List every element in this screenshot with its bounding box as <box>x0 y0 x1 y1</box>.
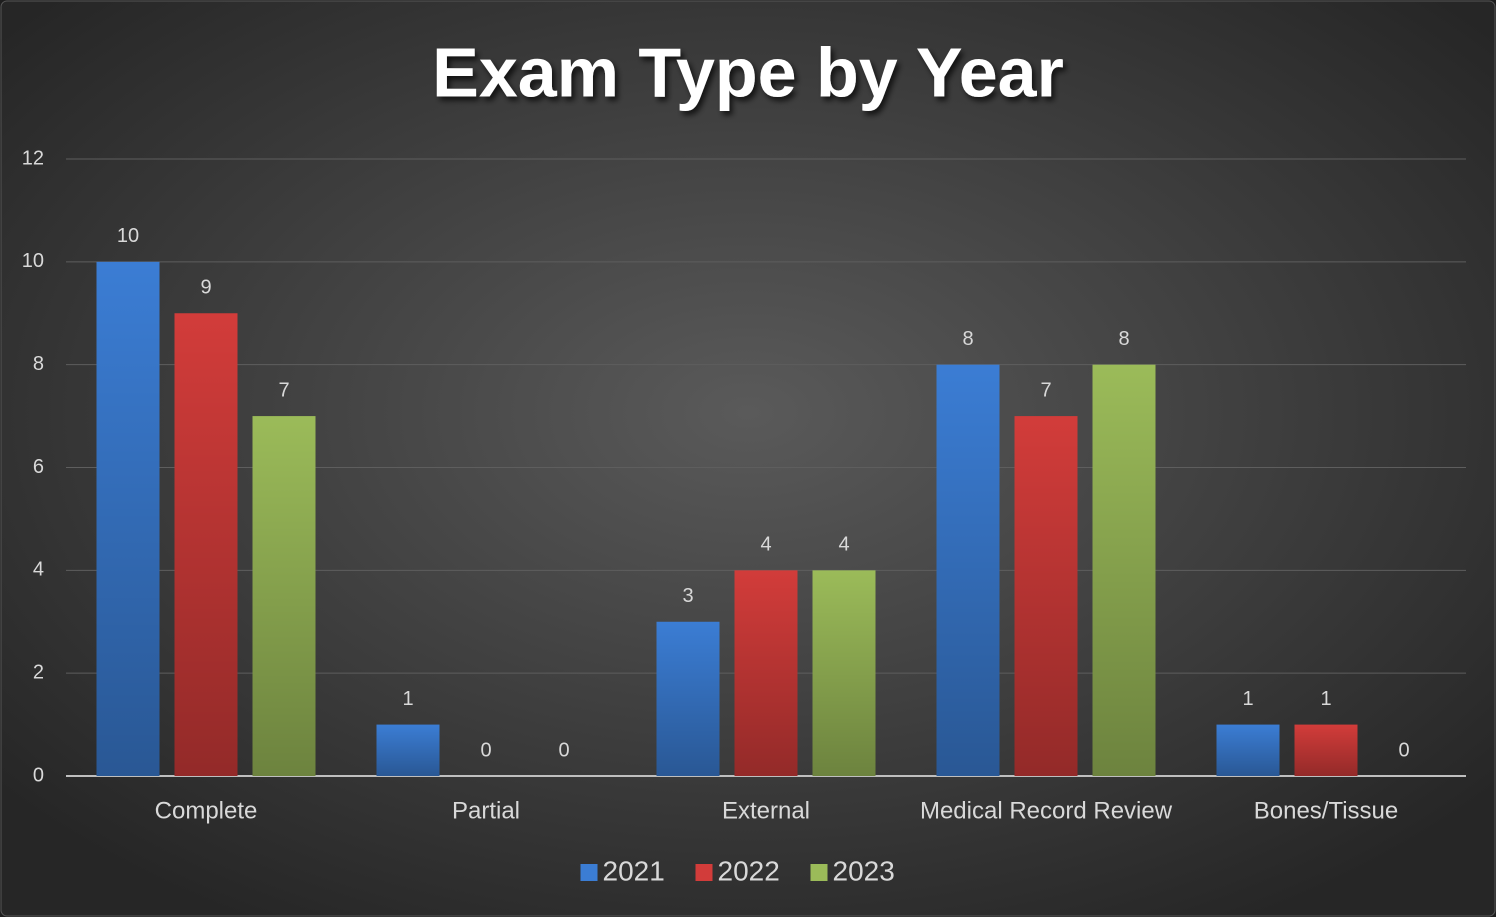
data-label: 7 <box>278 379 289 401</box>
y-tick-label: 2 <box>33 661 44 683</box>
data-label: 1 <box>1242 688 1253 710</box>
bar-shade <box>1014 416 1078 776</box>
legend-swatch <box>810 864 828 881</box>
data-label: 9 <box>200 277 211 299</box>
data-label: 8 <box>1118 328 1129 350</box>
x-tick-label: Partial <box>452 797 520 824</box>
chart-title: Exam Type by Year <box>432 33 1064 111</box>
y-tick-label: 8 <box>33 353 44 375</box>
data-label: 0 <box>480 739 491 761</box>
y-tick-label: 4 <box>33 559 44 581</box>
legend-label: 2023 <box>833 855 895 886</box>
y-tick-label: 10 <box>22 250 44 272</box>
bar-shade <box>936 364 1000 776</box>
data-label: 0 <box>1398 739 1409 761</box>
data-label: 3 <box>682 585 693 607</box>
y-tick-label: 6 <box>33 456 44 478</box>
x-tick-label: Medical Record Review <box>920 797 1173 824</box>
x-tick-label: Bones/Tissue <box>1254 797 1399 824</box>
data-label: 4 <box>760 534 771 556</box>
legend-label: 2022 <box>718 855 780 886</box>
bar-shade <box>376 724 440 776</box>
data-label: 10 <box>117 225 139 247</box>
legend-swatch <box>580 864 598 881</box>
legend-swatch <box>695 864 713 881</box>
bar-shade <box>1092 364 1156 776</box>
x-tick-label: Complete <box>155 797 258 824</box>
bar-shade <box>656 621 720 776</box>
data-label: 4 <box>838 534 849 556</box>
bar-shade <box>252 416 316 776</box>
data-label: 1 <box>402 688 413 710</box>
data-label: 8 <box>962 328 973 350</box>
data-label: 0 <box>558 739 569 761</box>
y-tick-label: 0 <box>33 764 44 786</box>
data-label: 7 <box>1040 379 1051 401</box>
bar-shade <box>734 570 798 776</box>
x-tick-label: External <box>722 797 810 824</box>
data-label: 1 <box>1320 688 1331 710</box>
y-tick-label: 12 <box>22 147 44 169</box>
legend-label: 2021 <box>603 855 665 886</box>
bar-shade <box>812 570 876 776</box>
bar-shade <box>96 261 160 776</box>
bar-shade <box>1294 724 1358 776</box>
bar-shade <box>1216 724 1280 776</box>
bar-shade <box>174 313 238 776</box>
